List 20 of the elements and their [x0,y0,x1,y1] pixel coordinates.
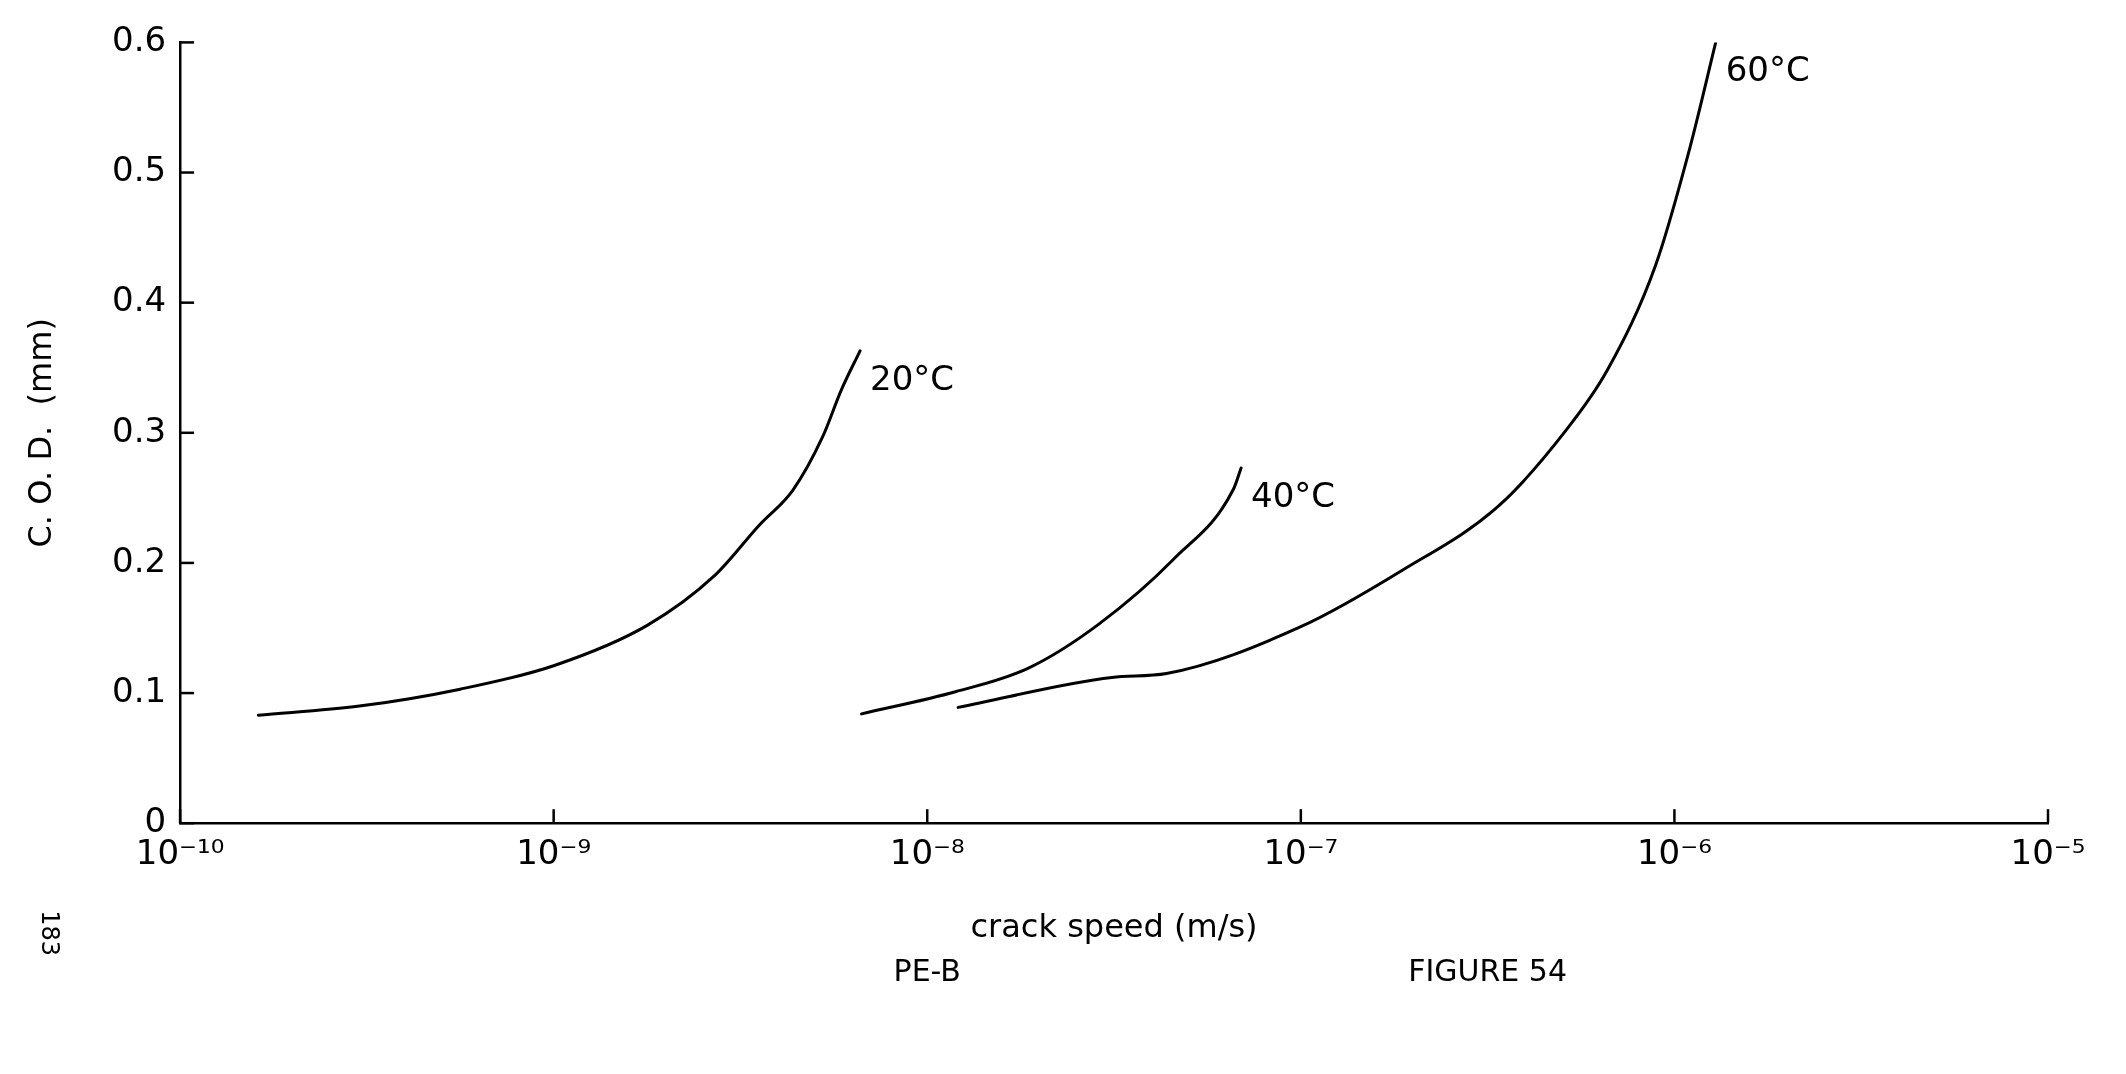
y-tick-label: 0.1 [111,669,167,710]
x-tick-label: 10⁻⁸ [889,832,965,873]
x-tick-label: 10⁻⁵ [2010,832,2086,873]
x-tick-label: 10⁻⁹ [516,832,592,873]
x-tick-label: 10⁻¹⁰ [135,832,225,873]
text: PE-B [893,953,961,988]
x-tick-label: 10⁻⁷ [1263,832,1339,873]
x-tick-label: 10⁻⁶ [1636,832,1712,873]
x-axis-title: crack speed (m/s) [970,906,1258,945]
y-tick-label: 0.4 [111,279,167,320]
y-tick-label: 0.2 [111,539,167,580]
y-tick-label: 0.3 [111,409,167,450]
y-axis-title: C. O. D. (mm) [21,318,60,548]
series-label: 20°C [870,357,955,398]
caption: FIGURE 54 [1408,953,1568,988]
series-label: 40°C [1251,474,1336,515]
y-tick-label: 0.5 [111,149,167,190]
series-label: 60°C [1725,49,1810,90]
text: 183 [35,910,64,957]
y-tick-label: 0.6 [111,19,167,60]
